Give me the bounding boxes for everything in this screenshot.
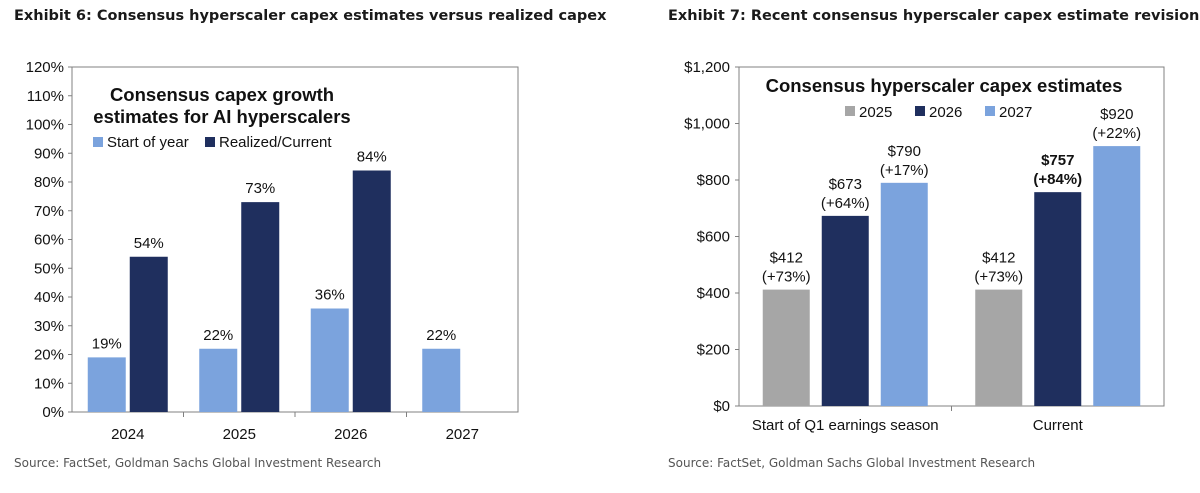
legend-label: 2025 — [859, 104, 892, 121]
x-category-label: Current — [1033, 417, 1084, 434]
legend-swatch — [205, 137, 215, 147]
bar — [762, 289, 810, 406]
legend-label: 2027 — [999, 104, 1032, 121]
bar-value-label: $412 — [770, 250, 803, 267]
bar-value-label: $673 — [829, 176, 862, 193]
bar — [87, 357, 126, 412]
bar — [880, 182, 928, 406]
y-tick-label: 100% — [26, 117, 64, 134]
bar-value-label: $412 — [982, 250, 1015, 267]
bar-change-label: (+17%) — [880, 162, 929, 179]
bar-data-label: 19% — [92, 335, 122, 352]
y-tick-label: $800 — [697, 172, 730, 189]
bar — [199, 348, 238, 412]
bar-data-label: 73% — [245, 180, 275, 197]
exhibit-6-title: Exhibit 6: Consensus hyperscaler capex e… — [14, 8, 607, 24]
y-tick-label: 40% — [34, 289, 64, 306]
legend-label: Realized/Current — [219, 134, 332, 151]
legend-label: Start of year — [107, 134, 189, 151]
bar-value-label: $790 — [888, 143, 921, 160]
legend-label: 2026 — [929, 104, 962, 121]
x-category-label: Start of Q1 earnings season — [752, 417, 939, 434]
bar-change-label: (+73%) — [762, 269, 811, 286]
bar — [975, 289, 1023, 406]
y-tick-label: $1,200 — [684, 59, 730, 76]
bar-data-label: 36% — [315, 287, 345, 304]
y-tick-label: $0 — [713, 398, 730, 415]
legend-swatch — [93, 137, 103, 147]
x-category-label: 2026 — [334, 426, 367, 443]
bar-change-label: (+22%) — [1092, 125, 1141, 142]
y-tick-label: $200 — [697, 342, 730, 359]
bar-change-label: (+64%) — [821, 195, 870, 212]
legend-swatch — [985, 106, 995, 116]
y-tick-label: 120% — [26, 59, 64, 76]
y-tick-label: 80% — [34, 174, 64, 191]
bar-change-label: (+84%) — [1033, 171, 1082, 188]
y-tick-label: $600 — [697, 229, 730, 246]
y-tick-label: 110% — [27, 88, 64, 105]
y-tick-label: 70% — [34, 203, 64, 220]
chart-inner-title: Consensus hyperscaler capex estimates — [766, 75, 1123, 96]
bar-data-label: 22% — [426, 327, 456, 344]
y-tick-label: 50% — [34, 260, 64, 277]
x-category-label: 2024 — [111, 426, 144, 443]
legend-swatch — [915, 106, 925, 116]
bar — [129, 256, 168, 412]
bar — [1034, 192, 1082, 406]
bar-change-label: (+73%) — [974, 269, 1023, 286]
exhibit-7-title: Exhibit 7: Recent consensus hyperscaler … — [668, 8, 1200, 24]
capex-growth-chart: 0% 10% 20% 30% 40% 50% 60% 70% 80% 90% 100% 110% 120… — [26, 59, 519, 443]
y-tick-label: 60% — [34, 232, 64, 249]
legend-swatch — [845, 106, 855, 116]
bar-data-label: 54% — [134, 235, 164, 252]
exhibit-6-source: Source: FactSet, Goldman Sachs Global In… — [14, 456, 382, 470]
bar — [422, 348, 461, 412]
bar — [1093, 146, 1141, 406]
y-tick-label: 30% — [34, 318, 64, 335]
exhibit-7-source: Source: FactSet, Goldman Sachs Global In… — [668, 456, 1036, 470]
bar-value-label: $920 — [1100, 106, 1133, 123]
x-category-label: 2027 — [446, 426, 479, 443]
bar — [310, 308, 349, 412]
bar — [352, 170, 391, 412]
bar — [821, 215, 869, 406]
y-tick-label: $1,000 — [684, 116, 730, 133]
y-tick-label: 0% — [42, 404, 64, 421]
y-tick-label: 10% — [34, 375, 64, 392]
chart-inner-title: estimates for AI hyperscalers — [93, 106, 350, 127]
y-tick-label: 90% — [34, 145, 64, 162]
y-tick-label: $400 — [697, 285, 730, 302]
bar-value-label: $757 — [1041, 152, 1074, 169]
x-category-label: 2025 — [223, 426, 256, 443]
bar-data-label: 84% — [357, 149, 387, 166]
chart-inner-title: Consensus capex growth — [110, 84, 334, 105]
bar-data-label: 22% — [203, 327, 233, 344]
y-tick-label: 20% — [34, 347, 64, 364]
bar — [241, 202, 280, 412]
